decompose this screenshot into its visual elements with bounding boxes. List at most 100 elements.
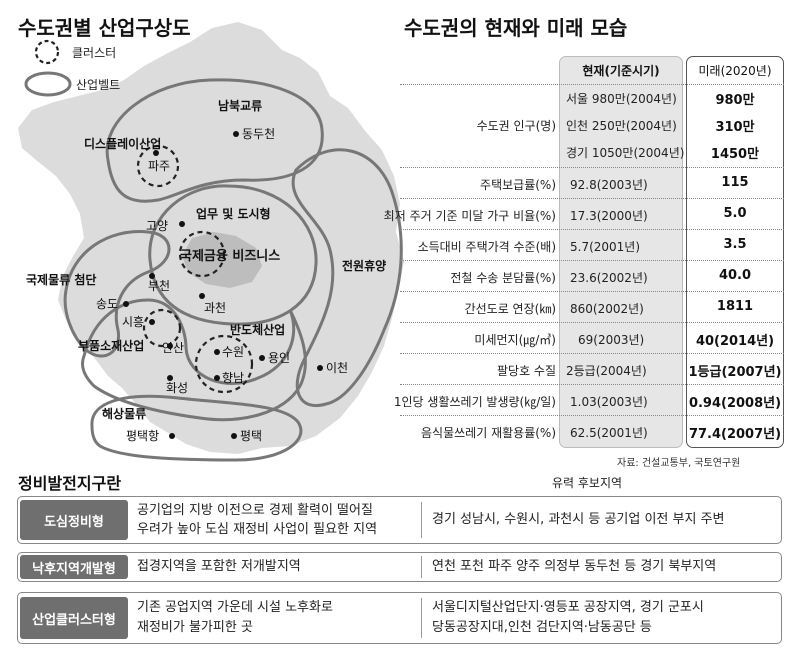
label-nambuk: 남북교류 bbox=[218, 98, 262, 113]
zone-desc-urban-1: 공기업의 지방 이전으로 경제 활력이 떨어질 bbox=[137, 503, 373, 518]
label-yongin: 용인 bbox=[268, 351, 290, 365]
label-icheon: 이천 bbox=[326, 360, 348, 375]
seoul-area bbox=[182, 232, 262, 288]
dot-dongducheon bbox=[233, 131, 239, 137]
label-paju: 파주 bbox=[148, 159, 170, 173]
dot-gwacheon bbox=[199, 293, 205, 299]
zone-desc-cluster-2: 재정비가 불가피한 곳 bbox=[137, 620, 253, 635]
legend-belt-label: 산업벨트 bbox=[76, 78, 121, 92]
dot-hwaseong bbox=[167, 375, 173, 381]
label-pyeongtaek: 평택 bbox=[240, 429, 262, 443]
row-now-dust: 69(2003년) bbox=[578, 333, 645, 347]
row-future-minhousing: 5.0 bbox=[723, 206, 747, 221]
row-future-dust: 40(2014년) bbox=[695, 334, 775, 349]
row-future-road: 1811 bbox=[716, 299, 754, 314]
row-now-housing: 92.8(2003년) bbox=[570, 178, 648, 192]
sep-2 bbox=[400, 229, 784, 230]
dot-icheon bbox=[317, 365, 323, 371]
zone-region-cluster-2: 당동공장지대,인천 검단지역·남동공단 등 bbox=[432, 620, 652, 635]
zone-desc-underdeveloped: 접경지역을 포함한 저개발지역 bbox=[137, 559, 301, 574]
dot-songdo bbox=[123, 301, 129, 307]
label-hwaseong: 화성 bbox=[166, 381, 188, 395]
zone-desc-urban-2: 우려가 높아 도심 재정비 사업이 필요한 지역 bbox=[137, 522, 378, 537]
zone-desc-cluster-1: 기존 공업지역 가운데 시설 노후화로 bbox=[137, 600, 333, 615]
label-jeonwon: 전원휴양 bbox=[342, 258, 386, 273]
zone-region-underdeveloped: 연천 포천 파주 양주 의정부 동두천 등 경기 북부지역 bbox=[432, 559, 717, 574]
zone-sep-cluster bbox=[421, 598, 422, 638]
row-future-water: 1등급(2007년) bbox=[688, 365, 782, 380]
legend-cluster-label: 클러스터 bbox=[72, 46, 117, 60]
row-label-water: 팔당호 수질 bbox=[496, 364, 556, 378]
cluster-siheung bbox=[142, 308, 182, 348]
sep-8 bbox=[400, 415, 784, 416]
sep-7 bbox=[400, 384, 784, 385]
cluster-seoul bbox=[178, 230, 226, 278]
row-now-road: 860(2002년) bbox=[570, 302, 644, 316]
sep-5 bbox=[400, 322, 784, 323]
population-now-incheon: 인천 250만(2004년) bbox=[566, 119, 677, 133]
cluster-paju bbox=[136, 144, 180, 188]
row-label-subway: 전철 수송 분담률(%) bbox=[450, 271, 556, 285]
dot-bucheon bbox=[149, 273, 155, 279]
row-label-minhousing: 최저 주거 기준 미달 가구 비율(%) bbox=[383, 209, 556, 223]
zone-row-underdeveloped bbox=[17, 552, 782, 582]
sep-3 bbox=[400, 260, 784, 261]
zone-sep-underdeveloped bbox=[421, 556, 422, 578]
label-suwon: 수원 bbox=[222, 345, 244, 359]
row-label-dust: 미세먼지(㎍/㎥) bbox=[474, 333, 556, 347]
cluster-suwon bbox=[194, 334, 254, 394]
row-future-waste: 0.94(2008년) bbox=[688, 396, 782, 411]
label-logistics: 국제물류 첨단 bbox=[26, 272, 96, 287]
zone-sep-urban bbox=[421, 502, 422, 538]
dot-pyeongtaek bbox=[231, 433, 237, 439]
label-pyeongtaekhang: 평택항 bbox=[126, 429, 159, 443]
row-now-price: 5.7(2001년) bbox=[570, 240, 641, 254]
zone-tag-urban: 도심정비형 bbox=[20, 500, 128, 540]
row-future-food: 77.4(2007년) bbox=[688, 427, 782, 442]
zone-row-urban bbox=[17, 496, 782, 544]
row-label-housing: 주택보급률(%) bbox=[480, 178, 556, 192]
sep-1 bbox=[400, 198, 784, 199]
label-marine: 해상물류 bbox=[102, 406, 146, 421]
label-gwacheon: 과천 bbox=[204, 300, 226, 315]
head-separator bbox=[400, 84, 784, 85]
zone-region-urban: 경기 성남시, 수원시, 과천시 등 공기업 이전 부지 주변 bbox=[432, 512, 725, 527]
belt-marine bbox=[90, 394, 303, 462]
now-column-bg bbox=[559, 56, 683, 448]
population-future-seoul: 980만 bbox=[715, 93, 755, 108]
row-label-waste: 1인당 생활쓰레기 발생량(㎏/일) bbox=[393, 395, 556, 409]
zone-row-cluster bbox=[17, 592, 782, 644]
dot-siheung bbox=[149, 319, 155, 325]
row-future-price: 3.5 bbox=[723, 237, 747, 252]
row-label-road: 간선도로 연장(㎞) bbox=[464, 302, 556, 316]
row-future-housing: 115 bbox=[721, 175, 749, 190]
belt-central bbox=[148, 184, 318, 326]
legend-cluster-icon bbox=[34, 39, 60, 65]
belt-east bbox=[291, 148, 403, 407]
label-siheung: 시흥 bbox=[122, 315, 144, 329]
dot-suwon bbox=[214, 349, 220, 355]
row-label-price: 소득대비 주택가격 수준(배) bbox=[417, 240, 556, 254]
label-display: 디스플레이산업 bbox=[84, 136, 161, 151]
dot-goyang bbox=[179, 221, 185, 227]
head-now: 현재(기준시기) bbox=[582, 63, 660, 78]
label-ansan: 안산 bbox=[162, 341, 184, 355]
sep-pop bbox=[400, 167, 784, 168]
table-title: 수도권의 현재와 미래 모습 bbox=[404, 16, 628, 40]
zone-region-cluster-1: 서울디지털산업단지·영등포 공장지역, 경기 군포시 bbox=[432, 600, 704, 615]
row-now-minhousing: 17.3(2000년) bbox=[570, 209, 648, 223]
map-title: 수도권별 산업구상도 bbox=[18, 16, 191, 40]
future-column-bg bbox=[686, 56, 784, 448]
label-business: 업무 및 도시형 bbox=[196, 206, 271, 221]
population-now-gyeonggi: 경기 1050만(2004년) bbox=[566, 146, 685, 160]
label-songdo: 송도 bbox=[96, 297, 118, 311]
population-future-incheon: 310만 bbox=[715, 120, 755, 135]
dot-pyeongtaekhang bbox=[169, 433, 175, 439]
population-future-gyeonggi: 1450만 bbox=[710, 147, 760, 162]
belt-south bbox=[80, 298, 307, 422]
sep-6 bbox=[400, 353, 784, 354]
population-now-seoul: 서울 980만(2004년) bbox=[566, 92, 677, 106]
legend-belt-icon bbox=[24, 71, 72, 97]
label-dongducheon: 동두천 bbox=[242, 126, 275, 141]
